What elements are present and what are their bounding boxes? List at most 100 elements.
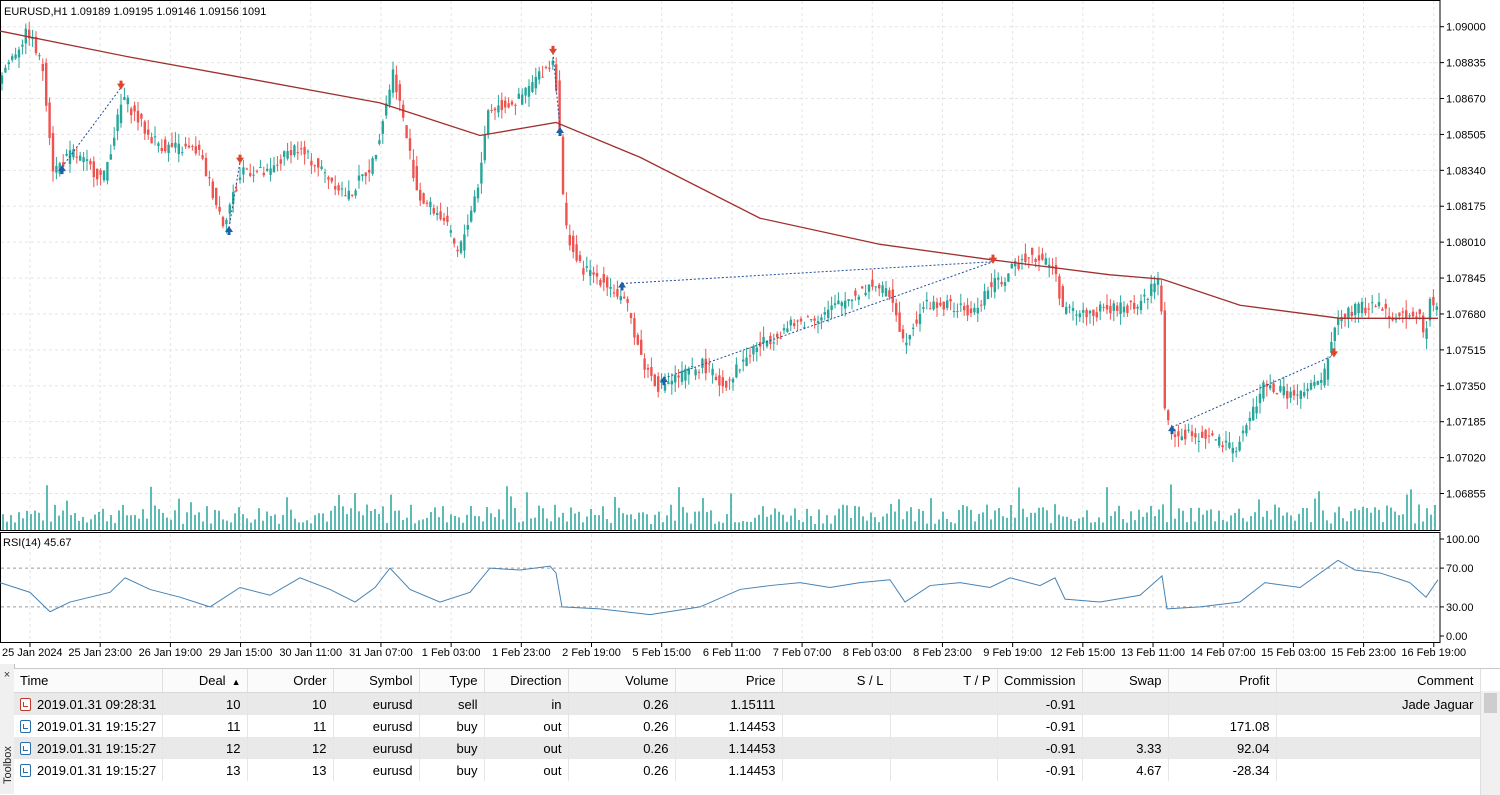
candle-body (1425, 328, 1428, 339)
candle-body (633, 317, 636, 338)
candle-body (541, 76, 544, 78)
table-row[interactable]: 2019.01.31 19:15:27 11 11 eurusd buy out… (14, 715, 1481, 737)
candle-body (235, 189, 238, 191)
candle-body (1088, 310, 1092, 314)
candle-body (130, 108, 133, 116)
candle-body (167, 144, 170, 154)
candle-body (650, 367, 653, 376)
sell-arrow-icon (549, 45, 557, 55)
trade-connector-line (228, 161, 241, 229)
candle-body (589, 270, 592, 276)
candle-body (21, 44, 24, 47)
candle-body (708, 363, 711, 365)
chart-canvas[interactable]: EURUSD,H1 1.09189 1.09195 1.09146 1.0915… (0, 0, 1500, 664)
column-header-volume[interactable]: Volume (568, 669, 676, 693)
candle-body (1119, 302, 1122, 314)
table-row[interactable]: 2019.01.31 09:28:31 10 10 eurusd sell in… (14, 692, 1481, 715)
column-header-comment[interactable]: Comment (1276, 669, 1481, 693)
table-row[interactable]: 2019.01.31 19:15:27 12 12 eurusd buy out… (14, 737, 1481, 759)
candle-body (136, 110, 140, 123)
candle-body (276, 164, 279, 166)
column-header-order[interactable]: Order (247, 669, 334, 693)
scrollbar-thumb[interactable] (1484, 693, 1497, 713)
cell-volume: 0.26 (568, 692, 676, 715)
table-row[interactable]: 2019.01.31 19:15:27 13 13 eurusd buy out… (14, 759, 1481, 781)
candle-body (45, 62, 48, 106)
toolbox-label[interactable]: Toolbox (2, 746, 14, 784)
candle-body (133, 105, 136, 112)
price-chart[interactable]: EURUSD,H1 1.09189 1.09195 1.09146 1.0915… (0, 0, 1500, 664)
candle-body (198, 144, 201, 150)
column-header-take-profit[interactable]: T / P (890, 669, 998, 693)
candle-body (986, 290, 990, 300)
candle-body (813, 318, 816, 321)
candle-body (572, 235, 575, 253)
candle-body (1326, 358, 1330, 380)
candle-body (252, 174, 255, 176)
candle-body (378, 140, 381, 144)
cell-price: 1.14453 (675, 759, 783, 781)
cell-commission: -0.91 (997, 737, 1083, 759)
candle-body (228, 204, 231, 214)
candle-body (980, 304, 983, 306)
candle-body (623, 296, 626, 299)
buy-arrow-icon (58, 165, 66, 175)
candle-body (820, 317, 823, 321)
candle-body (79, 155, 82, 161)
candle-body (888, 290, 891, 298)
candle-body (640, 339, 643, 355)
candle-body (534, 76, 537, 89)
column-header-commission[interactable]: Commission (997, 669, 1083, 693)
candle-body (606, 277, 609, 288)
price-tick-label: 1.07350 (1446, 381, 1486, 393)
close-icon[interactable]: × (3, 669, 11, 681)
candle-body (884, 288, 888, 297)
candle-body (908, 334, 911, 340)
column-header-symbol[interactable]: Symbol (333, 669, 420, 693)
candle-body (1262, 382, 1265, 399)
column-header-direction[interactable]: Direction (484, 669, 569, 693)
candle-body (398, 84, 401, 101)
candle-body (772, 342, 775, 344)
candle-body (796, 320, 799, 322)
candle-body (126, 97, 129, 105)
column-header-profit[interactable]: Profit (1168, 669, 1277, 693)
column-header-price[interactable]: Price (675, 669, 783, 693)
candle-body (742, 359, 745, 362)
candle-body (1211, 433, 1214, 436)
candle-body (806, 316, 809, 318)
column-header-stop-loss[interactable]: S / L (782, 669, 891, 693)
candle-body (1068, 306, 1071, 308)
column-header-type[interactable]: Type (419, 669, 485, 693)
candle-body (1082, 310, 1085, 313)
candle-body (4, 67, 7, 73)
cell-tp (890, 737, 998, 759)
column-header-swap[interactable]: Swap (1082, 669, 1169, 693)
cell-swap: 3.33 (1082, 737, 1169, 759)
candle-body (677, 375, 680, 378)
candle-body (1031, 247, 1034, 255)
rsi-axis: 100.00 70.00 30.00 0.00 (1440, 534, 1480, 643)
candle-body (1136, 306, 1139, 309)
candle-body (521, 94, 524, 105)
candle-body (449, 230, 452, 233)
buy-arrow-icon (225, 226, 233, 236)
candle-body (1156, 277, 1160, 285)
candle-body (51, 133, 55, 172)
candle-body (313, 165, 316, 167)
candle-body (1041, 253, 1044, 260)
column-header-deal[interactable]: Deal ▲ (162, 669, 248, 693)
column-header-time[interactable]: Time (14, 669, 163, 693)
candle-body (459, 241, 463, 253)
cell-direction: out (484, 715, 569, 737)
candle-body (381, 121, 384, 134)
candle-body (527, 85, 531, 97)
candle-body (857, 296, 860, 300)
candle-body (1401, 311, 1404, 313)
table-scrollbar[interactable] (1480, 691, 1500, 795)
candle-body (408, 138, 412, 151)
candle-body (1415, 316, 1418, 318)
candle-body (259, 166, 262, 168)
candle-body (748, 355, 752, 357)
candle-body (728, 379, 731, 381)
